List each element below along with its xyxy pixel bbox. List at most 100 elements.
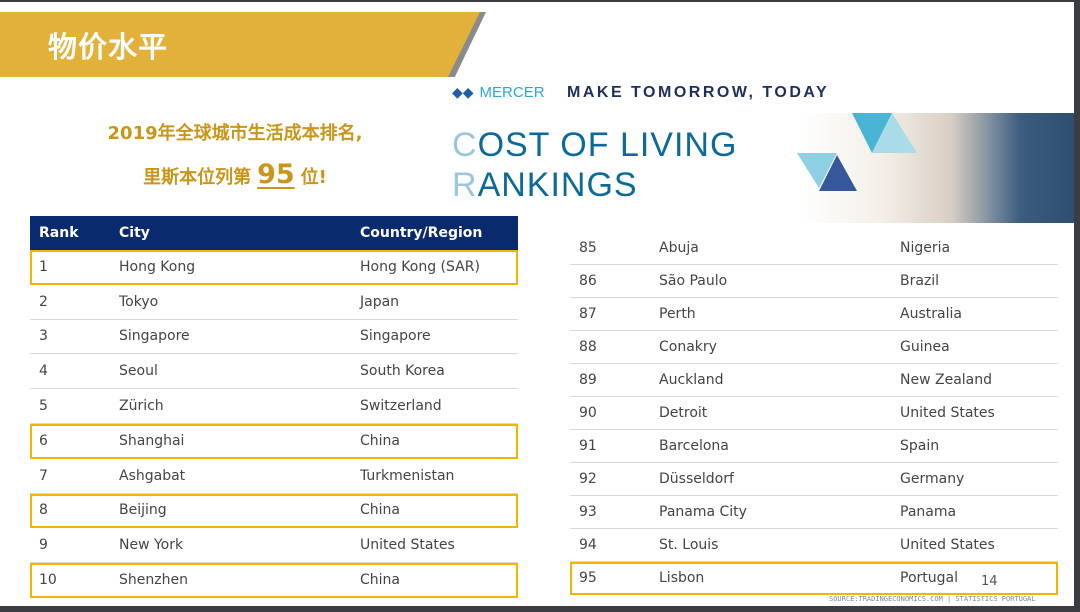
table-row: 4 Seoul South Korea — [30, 354, 518, 390]
mercer-logo-icon: ◆◆ — [452, 84, 474, 101]
rank-cell: 85 — [579, 240, 597, 256]
title-banner — [0, 12, 485, 77]
subtitle-text: 里斯本位列第 — [143, 167, 252, 188]
city-cell: Zürich — [119, 398, 164, 415]
table-row: 87 Perth Australia — [570, 298, 1058, 331]
table-row: 7 Ashgabat Turkmenistan — [30, 459, 518, 494]
city-cell: Shanghai — [119, 432, 185, 449]
country-cell: Guinea — [900, 339, 950, 355]
country-cell: Portugal — [900, 570, 958, 586]
country-cell: South Korea — [360, 363, 445, 380]
rank-cell: 2 — [39, 293, 48, 310]
city-cell: Ashgabat — [119, 467, 186, 484]
rank-cell: 94 — [579, 537, 597, 553]
city-cell: Panama City — [659, 504, 747, 520]
table-row: 10 Shenzhen China — [30, 563, 518, 598]
rankings-title: RANKINGS — [452, 166, 638, 204]
city-cell: Seoul — [119, 363, 158, 380]
rank-cell: 6 — [39, 432, 48, 449]
rank-number: 95 — [257, 159, 295, 190]
rank-cell: 3 — [39, 328, 48, 345]
country-cell: Singapore — [360, 328, 431, 345]
city-cell: Conakry — [659, 339, 717, 355]
country-cell: Turkmenistan — [360, 467, 455, 484]
country-cell: Nigeria — [900, 240, 951, 256]
right-ranking-table: 85 Abuja Nigeria 86 São Paulo Brazil 87 Perth Au… — [570, 232, 1058, 595]
subtitle-line1: 2019年全球城市生活成本排名, — [107, 123, 363, 144]
subtitle-text: 位! — [300, 167, 327, 188]
page-number: 14 — [981, 574, 998, 589]
city-cell: Düsseldorf — [659, 471, 734, 487]
table-row: 89 Auckland New Zealand — [570, 364, 1058, 397]
country-cell: United States — [900, 537, 995, 553]
city-cell: New York — [119, 537, 184, 554]
rank-cell: 93 — [579, 504, 597, 520]
table-row: 3 Singapore Singapore — [30, 320, 518, 355]
rank-cell: 86 — [579, 273, 597, 289]
city-cell: Beijing — [119, 502, 167, 519]
city-cell: Auckland — [659, 372, 724, 388]
triangle-decoration — [797, 113, 917, 191]
table-row: 88 Conakry Guinea — [570, 331, 1058, 364]
country-cell: Australia — [900, 306, 962, 322]
country-cell: China — [360, 502, 400, 519]
country-cell: United States — [360, 537, 455, 554]
mercer-logo: ◆◆ MERCER — [452, 84, 545, 101]
table-row: 90 Detroit United States — [570, 397, 1058, 430]
subtitle-line2: 里斯本位列第 95 位! — [30, 159, 440, 190]
city-cell: Perth — [659, 306, 696, 322]
country-cell: Switzerland — [360, 398, 442, 415]
city-cell: Shenzhen — [119, 572, 188, 589]
city-cell: Barcelona — [659, 438, 729, 454]
city-cell: Detroit — [659, 405, 708, 421]
rank-cell: 89 — [579, 372, 597, 388]
mercer-name: MERCER — [479, 84, 545, 101]
page-title: 物价水平 — [48, 30, 169, 64]
city-cell: Abuja — [659, 240, 699, 256]
country-cell: Panama — [900, 504, 957, 520]
table-row: 91 Barcelona Spain — [570, 430, 1058, 463]
city-cell: St. Louis — [659, 537, 719, 553]
table-row: 6 Shanghai China — [30, 423, 518, 459]
cost-of-living-title: COST OF LIVING — [452, 126, 738, 164]
city-cell: Tokyo — [119, 293, 159, 310]
people-photo — [797, 113, 1074, 223]
country-cell: Hong Kong (SAR) — [360, 258, 480, 275]
table-row: 1 Hong Kong Hong Kong (SAR) — [30, 250, 518, 285]
country-cell: Japan — [360, 293, 400, 310]
rank-cell: 4 — [39, 363, 48, 380]
rank-cell: 95 — [579, 570, 597, 586]
table-row: 8 Beijing China — [30, 493, 518, 529]
country-cell: Spain — [900, 438, 940, 454]
city-cell: Hong Kong — [119, 258, 196, 275]
table-row: 95 Lisbon Portugal — [570, 562, 1058, 595]
rank-cell: 91 — [579, 438, 597, 454]
country-cell: China — [360, 432, 400, 449]
table-row: 5 Zürich Switzerland — [30, 389, 518, 424]
rank-cell: 7 — [39, 467, 48, 484]
rank-cell: 90 — [579, 405, 597, 421]
rank-cell: 10 — [39, 572, 57, 589]
table-header: Rank City Country/Region — [30, 216, 518, 250]
source-note: SOURCE:TRADINGECONOMICS.COM | STATISTICS… — [829, 595, 1036, 603]
table-row: 9 New York United States — [30, 528, 518, 564]
rank-cell: 87 — [579, 306, 597, 322]
country-cell: United States — [900, 405, 995, 421]
rank-cell: 88 — [579, 339, 597, 355]
country-cell: China — [360, 572, 400, 589]
table-row: 92 Düsseldorf Germany — [570, 463, 1058, 496]
rank-cell: 5 — [39, 398, 48, 415]
city-cell: Singapore — [119, 328, 190, 345]
left-ranking-table: Rank City Country/Region 1 Hong Kong Hong … — [30, 216, 518, 598]
table-row: 93 Panama City Panama — [570, 496, 1058, 529]
tagline: MAKE TOMORROW, TODAY — [567, 84, 830, 101]
table-row: 2 Tokyo Japan — [30, 285, 518, 320]
city-cell: São Paulo — [659, 273, 728, 289]
rank-cell: 92 — [579, 471, 597, 487]
table-row: 94 St. Louis United States — [570, 529, 1058, 562]
country-cell: New Zealand — [900, 372, 992, 388]
country-cell: Brazil — [900, 273, 940, 289]
table-row: 86 São Paulo Brazil — [570, 265, 1058, 298]
rank-cell: 1 — [39, 258, 48, 275]
